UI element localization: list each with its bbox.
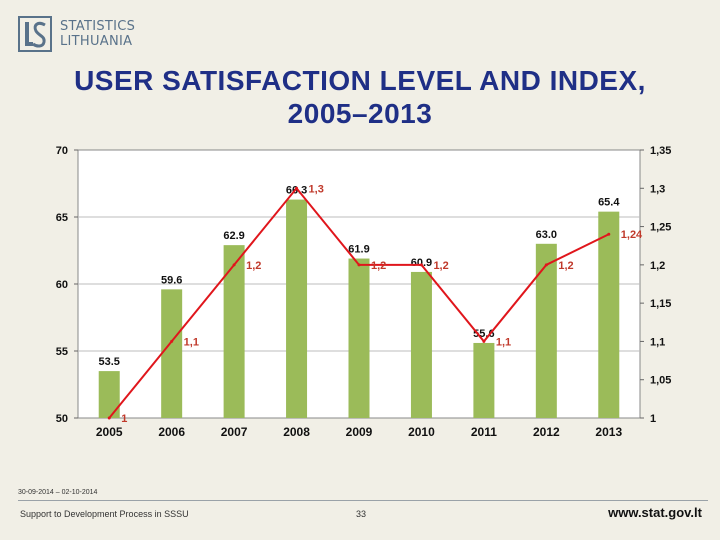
bar: [598, 211, 620, 418]
x-tick-label: 2006: [158, 425, 185, 439]
index-value-label: 1,2: [246, 260, 261, 272]
y-tick-label-right: 1,25: [650, 222, 671, 234]
y-tick-label-right: 1: [650, 413, 656, 425]
y-tick-label-left: 55: [56, 346, 68, 358]
bar-value-label: 55.6: [473, 328, 494, 340]
bar-value-label: 60.9: [411, 257, 432, 269]
footer-event-title: Support to Development Process in SSSU: [20, 509, 189, 519]
logo: STATISTICS LITHUANIA: [18, 16, 138, 56]
index-point: [419, 263, 423, 267]
bar: [535, 243, 557, 418]
index-value-label: 1,2: [371, 260, 386, 272]
y-tick-label-right: 1,2: [650, 260, 665, 272]
bar-value-label: 61.9: [348, 244, 369, 256]
index-point: [107, 416, 111, 420]
y-tick-label-left: 70: [56, 145, 68, 157]
bar-value-label: 66.3: [286, 185, 307, 197]
bar-value-label: 65.4: [598, 197, 620, 209]
index-point: [482, 339, 486, 343]
x-tick-label: 2005: [96, 425, 123, 439]
logo-line-1: STATISTICS: [60, 19, 136, 34]
y-tick-label-right: 1,1: [650, 336, 665, 348]
x-tick-label: 2011: [471, 425, 497, 439]
statistics-lithuania-logo-icon: [18, 16, 52, 52]
bar: [348, 258, 370, 418]
footer-divider: [18, 500, 708, 501]
index-point: [232, 263, 236, 267]
page-title: USER SATISFACTION LEVEL AND INDEX, 2005–…: [0, 64, 720, 130]
index-value-label: 1,3: [309, 183, 324, 195]
website-link[interactable]: www.stat.gov.lt: [608, 505, 702, 520]
y-tick-label-left: 65: [56, 212, 68, 224]
index-value-label: 1,1: [184, 336, 199, 348]
bar: [223, 245, 245, 418]
y-tick-label-right: 1,05: [650, 375, 671, 387]
x-tick-label: 2007: [221, 425, 248, 439]
x-tick-label: 2010: [408, 425, 435, 439]
bar: [98, 371, 120, 418]
index-value-label: 1,2: [433, 260, 448, 272]
logo-line-2: LITHUANIA: [60, 34, 133, 49]
x-tick-label: 2013: [595, 425, 622, 439]
title-line-2: 2005–2013: [287, 98, 433, 129]
bar: [473, 342, 495, 418]
bar-value-label: 63.0: [536, 229, 557, 241]
index-value-label: 1,24: [621, 229, 643, 241]
x-tick-label: 2008: [283, 425, 310, 439]
bar: [410, 271, 432, 418]
index-point: [357, 263, 361, 267]
index-point: [607, 232, 611, 236]
index-point: [544, 263, 548, 267]
footer-date: 30-09-2014 – 02-10-2014: [18, 489, 98, 496]
bar: [286, 199, 308, 418]
page-number: 33: [356, 509, 367, 519]
index-point: [295, 186, 299, 190]
title-line-1: USER SATISFACTION LEVEL AND INDEX,: [74, 65, 646, 96]
index-point: [170, 339, 174, 343]
y-tick-label-right: 1,35: [650, 145, 671, 157]
y-tick-label-left: 50: [56, 413, 68, 425]
bar-value-label: 53.5: [99, 356, 120, 368]
x-tick-label: 2012: [533, 425, 560, 439]
index-value-label: 1,1: [496, 336, 511, 348]
index-value-label: 1: [121, 413, 127, 425]
y-tick-label-right: 1,15: [650, 298, 671, 310]
bar-value-label: 59.6: [161, 274, 182, 286]
y-tick-label-right: 1,3: [650, 183, 665, 195]
index-value-label: 1,2: [558, 260, 573, 272]
bar-value-label: 62.9: [223, 230, 244, 242]
bar: [161, 289, 183, 418]
x-tick-label: 2009: [346, 425, 373, 439]
y-tick-label-left: 60: [56, 279, 68, 291]
